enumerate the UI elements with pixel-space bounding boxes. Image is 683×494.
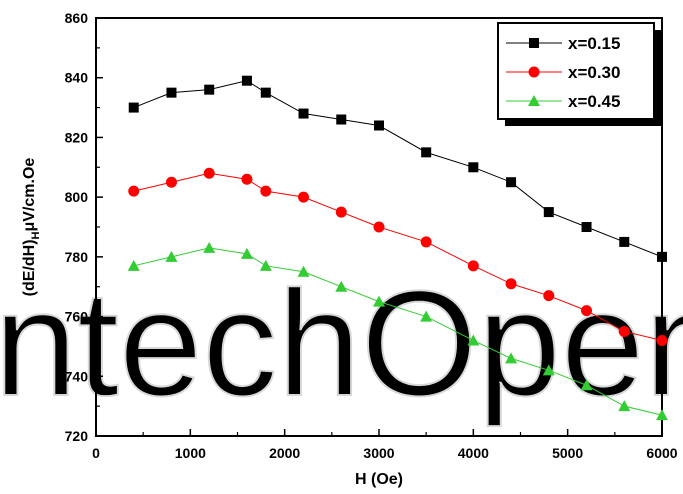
data-point <box>298 108 309 119</box>
y-tick-label: 780 <box>65 249 89 265</box>
data-point <box>203 167 215 179</box>
x-tick-label: 4000 <box>458 445 489 461</box>
data-point <box>421 147 432 158</box>
data-point <box>506 177 517 188</box>
legend: x=0.15 x=0.30 x=0.45 <box>497 22 661 126</box>
data-point <box>259 259 272 271</box>
y-tick-label: 760 <box>65 309 89 325</box>
data-point <box>468 162 479 173</box>
data-point <box>656 409 668 421</box>
data-point <box>374 120 384 131</box>
legend-marker <box>529 38 539 48</box>
data-point <box>580 379 593 391</box>
data-point <box>543 290 555 302</box>
data-point <box>241 173 253 185</box>
y-tick-label: 820 <box>65 129 89 145</box>
data-point <box>203 241 216 253</box>
data-point <box>619 236 630 247</box>
data-point <box>204 84 215 95</box>
x-tick-label: 0 <box>92 445 100 461</box>
data-point <box>420 236 432 248</box>
data-point <box>165 176 177 188</box>
data-point <box>373 295 385 307</box>
y-axis-label-rest: μV/cm.Oe <box>21 158 38 232</box>
y-axis-ticks: 720 740 760 780 800 820 840 860 <box>65 10 103 444</box>
data-point <box>467 260 479 272</box>
data-point <box>127 259 140 271</box>
data-point <box>467 334 480 346</box>
x-tick-label: 3000 <box>363 445 394 461</box>
data-point <box>240 247 253 259</box>
data-point <box>656 334 668 346</box>
legend-marker <box>528 66 540 78</box>
y-axis-label-sub: H <box>30 231 42 239</box>
legend-box <box>497 22 655 120</box>
data-point <box>505 278 517 290</box>
x-tick-label: 2000 <box>269 445 300 461</box>
data-point <box>128 102 139 113</box>
x-axis-label: H (Oe) <box>355 471 403 488</box>
data-point <box>260 185 272 197</box>
legend-label: x=0.30 <box>568 63 620 82</box>
y-axis-label-main: (dE/dH) <box>21 239 38 296</box>
data-point <box>260 87 271 98</box>
data-point <box>128 185 140 197</box>
series-layer <box>127 75 668 421</box>
legend-label: x=0.45 <box>568 92 620 111</box>
data-point <box>657 251 667 262</box>
data-point <box>542 364 555 376</box>
data-point <box>505 352 518 364</box>
data-point <box>581 305 593 317</box>
y-axis-label: (dE/dH)HμV/cm.Oe <box>21 158 42 297</box>
series-0 <box>128 75 667 262</box>
y-tick-label: 800 <box>65 189 89 205</box>
legend-label: x=0.15 <box>568 34 620 53</box>
data-point <box>166 87 177 98</box>
data-point <box>298 191 310 203</box>
x-tick-label: 5000 <box>552 445 583 461</box>
x-tick-label: 1000 <box>175 445 206 461</box>
series-1 <box>128 167 668 346</box>
data-point <box>618 400 631 412</box>
data-point <box>165 250 178 262</box>
y-tick-label: 840 <box>65 70 89 86</box>
y-tick-label: 740 <box>65 368 89 384</box>
legend-marker <box>528 95 540 106</box>
data-point <box>336 114 347 125</box>
data-point <box>420 310 433 322</box>
series-2 <box>127 241 668 421</box>
data-point <box>581 222 592 232</box>
data-point <box>335 206 347 218</box>
x-axis-ticks: 0 1000 2000 3000 4000 5000 6000 <box>92 429 678 461</box>
data-point <box>543 207 554 218</box>
x-tick-label: 6000 <box>646 445 677 461</box>
data-point <box>373 221 385 233</box>
data-point <box>618 326 630 337</box>
data-point <box>297 265 310 277</box>
data-point <box>335 280 348 292</box>
y-tick-label: 720 <box>65 428 89 444</box>
data-point <box>241 75 252 86</box>
y-tick-label: 860 <box>65 10 89 26</box>
